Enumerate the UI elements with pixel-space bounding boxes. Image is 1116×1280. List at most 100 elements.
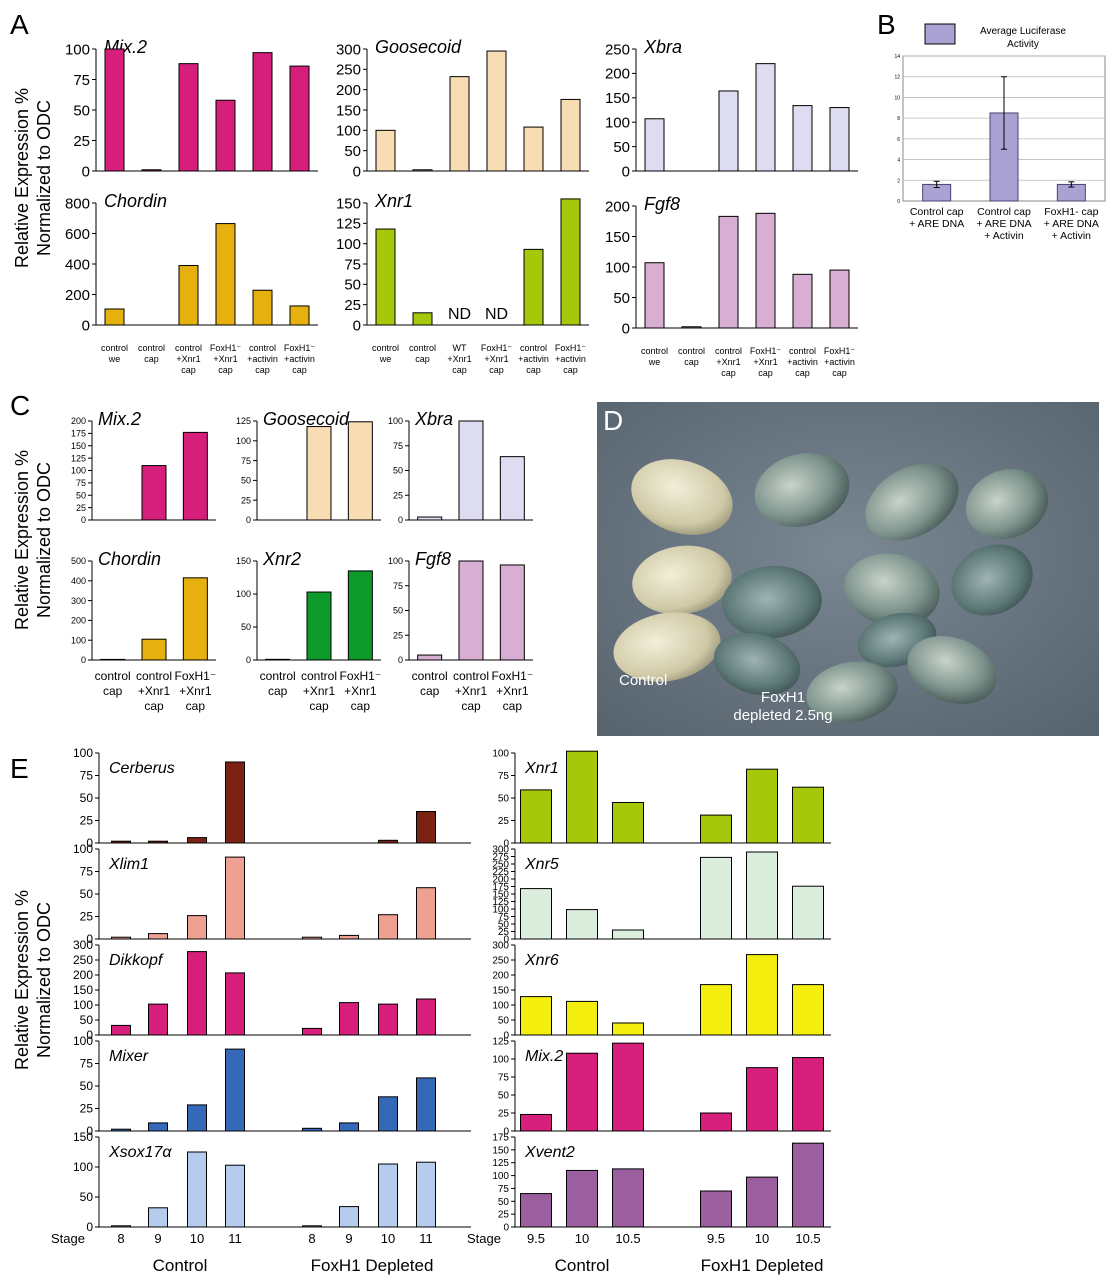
y-tick-label: 50 (498, 1197, 510, 1208)
bar (100, 658, 126, 661)
y-tick-label: 100 (492, 1055, 509, 1066)
y-tick-label: 125 (492, 897, 509, 908)
bar (252, 289, 273, 326)
bar (566, 1052, 598, 1132)
y-tick-label: 150 (605, 229, 630, 246)
y-tick-label: 50 (344, 277, 361, 294)
y-tick-label: 0 (246, 515, 251, 525)
chart-title: Xnr1 (524, 760, 559, 777)
bar (302, 936, 322, 940)
y-tick-label: 75 (241, 456, 251, 466)
category-label: FoxH1⁻ (284, 343, 316, 353)
y-tick-label: 100 (336, 236, 361, 253)
bar (499, 564, 525, 661)
bar (792, 273, 813, 329)
bar (187, 915, 207, 940)
bar (792, 105, 813, 172)
bar (302, 1225, 322, 1228)
y-tick-label: 50 (80, 1013, 94, 1027)
bar (182, 431, 208, 521)
chart-title: Xnr5 (524, 856, 559, 873)
category-label: FoxH1⁻ (339, 669, 381, 683)
chart-e-xnr6: 0 50 100 150 200 250 300 Xnr6 (492, 941, 831, 1042)
stage-label: 10 (190, 1231, 204, 1246)
category-label: cap (415, 354, 430, 364)
bar (416, 887, 436, 940)
y-tick-label: 150 (605, 90, 630, 107)
bar (339, 1002, 359, 1036)
y-tick-label: 25 (344, 297, 361, 314)
category-label: Control cap (977, 206, 1031, 218)
bar (458, 420, 484, 521)
y-axis-title-line1: Relative Expression % (12, 890, 32, 1070)
control-embryo (631, 459, 733, 535)
y-tick-label: 50 (393, 466, 403, 476)
foxh1-embryo (907, 636, 997, 704)
category-label: cap (684, 357, 699, 367)
bar (225, 856, 245, 940)
panel-label-b: B (877, 9, 896, 40)
chart-title: Xnr6 (524, 952, 559, 969)
category-label: FoxH1⁻ (210, 343, 242, 353)
y-tick-label: 400 (71, 576, 86, 586)
bar (792, 1142, 824, 1228)
y-tick-label: 275 (492, 852, 509, 863)
group-label: FoxH1 Depleted (311, 1256, 434, 1275)
y-tick-label: 500 (71, 556, 86, 566)
y-tick-label: 250 (73, 953, 93, 967)
bar (792, 786, 824, 844)
y-tick-label: 250 (492, 956, 509, 967)
bar (178, 265, 199, 326)
chart-c-gsc: 0 25 50 75 100 125 Goosecoid (236, 409, 381, 525)
y-tick-label: 25 (80, 910, 94, 924)
y-tick-label: 600 (65, 226, 90, 243)
y-tick-label: 75 (76, 478, 86, 488)
category-label: cap (186, 699, 206, 713)
category-label: +Xnr1 (496, 684, 529, 698)
chart-e-xlim1: 0 25 50 75 100 Xlim1 (73, 842, 471, 946)
bar (178, 63, 199, 172)
bar (378, 914, 398, 940)
y-tick-label: 75 (393, 441, 403, 451)
bar (148, 840, 168, 844)
y-axis-title-line1: Relative Expression % (12, 450, 32, 630)
bar (829, 107, 850, 172)
category-label: cap (721, 368, 736, 378)
y-tick-label: 8 (897, 116, 900, 122)
y-tick-label: 100 (73, 1160, 93, 1174)
bar (104, 308, 125, 326)
category-label: cap (144, 699, 164, 713)
category-label: control (136, 669, 172, 683)
bar (289, 65, 310, 172)
bar (416, 1161, 436, 1228)
y-tick-label: 400 (65, 256, 90, 273)
y-tick-label: 200 (71, 616, 86, 626)
bar (111, 1024, 131, 1036)
group-label: Control (153, 1256, 208, 1275)
control-embryo (613, 612, 721, 682)
y-tick-label: 150 (73, 1130, 93, 1144)
y-tick-label: 125 (236, 416, 251, 426)
y-tick-label: 25 (498, 927, 510, 938)
stage-title: Stage (467, 1231, 501, 1246)
stage-label: 10.5 (795, 1231, 820, 1246)
y-tick-label: 25 (80, 1102, 94, 1116)
bar (566, 1169, 598, 1228)
category-label: cap (309, 699, 329, 713)
bar (566, 1000, 598, 1036)
bar (339, 1206, 359, 1228)
y-tick-label: 50 (80, 1079, 94, 1093)
y-tick-label: 0 (81, 515, 86, 525)
y-tick-label: 125 (71, 453, 86, 463)
bar (187, 837, 207, 844)
chart-title: Xlim1 (108, 856, 149, 873)
chart-title: Xsox17α (108, 1144, 172, 1161)
foxh1-label-line1: FoxH1 (761, 689, 805, 706)
y-tick-label: 25 (498, 1109, 510, 1120)
y-tick-label: 100 (492, 749, 509, 760)
bar (378, 1003, 398, 1036)
bar (378, 1163, 398, 1228)
